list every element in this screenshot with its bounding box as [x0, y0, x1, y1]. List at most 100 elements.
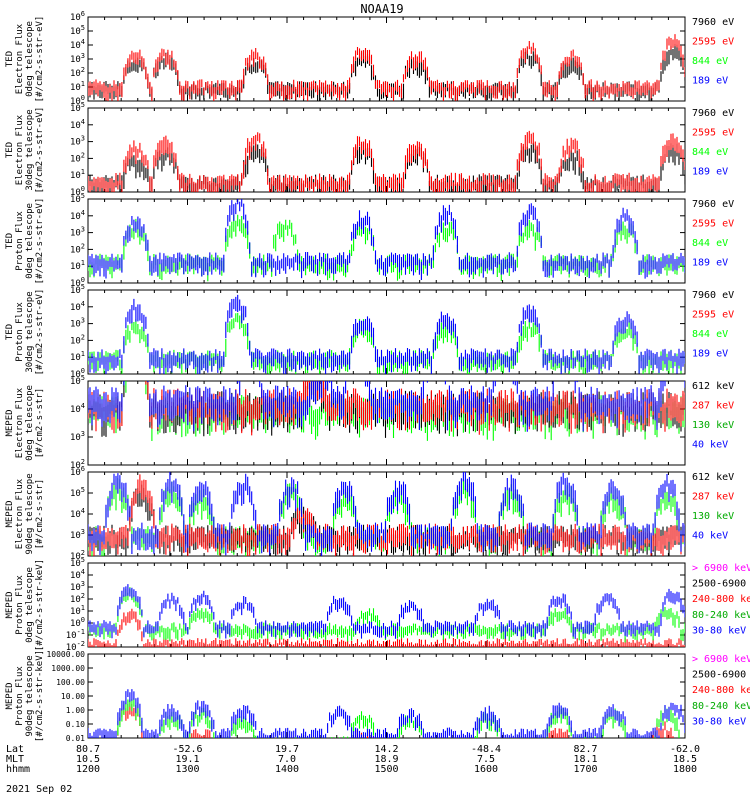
axis-tick-label: 18.9 [374, 754, 398, 765]
time-axis-labels: Lat 80.7 -52.6 19.7 14.2 -48.4 82.7 -62.0 MLT 10.… [6, 744, 700, 775]
y-axis-title-line: 0deg telescope [25, 203, 35, 279]
panel-4: 100 101 102 103 104 105 TED Proton Flux 30deg te… [5, 283, 734, 380]
y-tick-label: 1.00 [66, 706, 85, 715]
y-axis-title-line: 0deg telescope [25, 21, 35, 97]
axis-tick-label: 80.7 [76, 744, 100, 755]
y-tick-label: 104 [70, 118, 85, 131]
legend-entry: 130 keV [692, 511, 734, 522]
panel-8: 0.01 0.10 1.00 10.00 100.00 1000.00 10000.00 ME… [5, 650, 750, 743]
y-axis-title-line: MEPED [5, 682, 15, 709]
y-tick-label: 102 [70, 458, 85, 471]
data-marks [88, 130, 685, 192]
legend-entry: 612 keV [692, 381, 734, 392]
legend-entry: 189 eV [692, 258, 728, 269]
y-tick-label: 10-1 [66, 628, 85, 641]
y-tick-label: 105 [70, 283, 85, 296]
y-tick-label: 100 [70, 276, 85, 289]
legend-entry: 7960 eV [692, 108, 734, 119]
y-tick-label: 104 [70, 38, 85, 51]
y-axis-title-line: [#/cm2-s-str-eV] [35, 16, 45, 103]
y-axis-title-line: MEPED [5, 500, 15, 527]
y-tick-label: 105 [70, 101, 85, 114]
y-tick-label: 10000.00 [46, 650, 85, 659]
legend-entry: 2595 eV [692, 310, 734, 321]
legend-entry: 2500-6900 [692, 670, 746, 681]
legend-entry: 2500-6900 [692, 579, 746, 590]
legend-entry: 287 keV [692, 401, 734, 412]
y-tick-label: 0.01 [66, 734, 85, 743]
legend-entry: 240-800 keV [692, 594, 750, 605]
y-axis-title-line: [#/cm2-s-str-keV] [35, 559, 45, 651]
y-axis-title-line: TED [5, 51, 15, 67]
y-tick-label: 10.00 [61, 692, 85, 701]
y-axis-title-line: MEPED [5, 591, 15, 618]
y-axis-title-line: TED [5, 233, 15, 249]
axis-tick-label: -48.4 [471, 744, 501, 755]
axis-tick-label: 10.5 [76, 754, 100, 765]
y-axis-title-line: Proton Flux [15, 302, 25, 362]
y-tick-label: 103 [70, 580, 85, 593]
y-tick-label: 104 [70, 402, 85, 415]
legend-entry: 40 keV [692, 531, 728, 542]
axis-tick-label: 7.0 [278, 754, 296, 765]
axis-tick-label: 19.7 [275, 744, 299, 755]
series-trace-2 [118, 647, 322, 678]
y-axis-title-line: [#/cm2-s-str-eV] [35, 289, 45, 376]
y-tick-label: 105 [70, 192, 85, 205]
panel-3: 100 101 102 103 104 105 TED Proton Flux 0deg tel… [5, 192, 734, 289]
axis-tick-label: 14.2 [374, 744, 398, 755]
y-axis-title-line: [#/cm2-s-str] [35, 479, 45, 549]
legend-entry: 612 keV [692, 472, 734, 483]
data-marks [88, 689, 685, 738]
y-tick-label: 103 [70, 135, 85, 148]
y-axis-title-line: [#/cm2-s-str] [35, 388, 45, 458]
legend-entry: 40 keV [692, 440, 728, 451]
y-tick-label: 105 [70, 374, 85, 387]
axis-tick-label: 1800 [673, 764, 697, 775]
legend-entry: 130 keV [692, 420, 734, 431]
legend-entry: 80-240 keV [692, 701, 750, 712]
axis-tick-label: 18.5 [673, 754, 697, 765]
y-tick-label: 10-2 [66, 640, 85, 653]
legend-entry: 2595 eV [692, 219, 734, 230]
y-tick-label: 0.10 [66, 720, 85, 729]
y-tick-label: 105 [70, 556, 85, 569]
panel-5: 102 103 104 105 MEPED Electron Flux 0deg teles… [5, 374, 734, 471]
y-axis-title-line: MEPED [5, 409, 15, 436]
axis-tick-label: 1500 [374, 764, 398, 775]
series-trace-1 [88, 214, 685, 282]
legend-entry: 844 eV [692, 238, 728, 249]
legend-entry: 80-240 keV [692, 610, 750, 621]
y-tick-label: 104 [70, 568, 85, 581]
axis-tick-label: 18.1 [573, 754, 597, 765]
y-tick-label: 106 [70, 10, 85, 23]
y-tick-label: 103 [70, 430, 85, 443]
axis-tick-label: 1700 [573, 764, 597, 775]
series-trace-5 [88, 689, 685, 738]
y-tick-label: 104 [70, 300, 85, 313]
axis-tick-label: 1600 [474, 764, 498, 775]
y-tick-label: 102 [70, 592, 85, 605]
y-tick-label: 102 [70, 333, 85, 346]
plot-title: NOAA19 [360, 2, 403, 16]
series-trace-5 [88, 584, 685, 640]
y-tick-label: 100 [70, 94, 85, 107]
legend-entry: 844 eV [692, 329, 728, 340]
series-trace-3 [88, 700, 685, 738]
legend-entry: > 6900 keV [692, 563, 750, 574]
data-marks [88, 381, 685, 441]
legend-entry: 2595 eV [692, 128, 734, 139]
legend-entry: 30-80 keV [692, 716, 746, 727]
panel-2: 100 101 102 103 104 105 TED Electron Flux 30deg … [5, 101, 734, 198]
data-marks [88, 294, 685, 374]
axis-tick-label: 82.7 [573, 744, 597, 755]
y-axis-title-line: Proton Flux [15, 211, 25, 271]
legend-entry: 844 eV [692, 56, 728, 67]
y-tick-label: 102 [70, 66, 85, 79]
legend-entry: 2595 eV [692, 37, 734, 48]
legend-entry: 240-800 keV [692, 685, 750, 696]
y-axis-title-line: Proton Flux [15, 666, 25, 726]
